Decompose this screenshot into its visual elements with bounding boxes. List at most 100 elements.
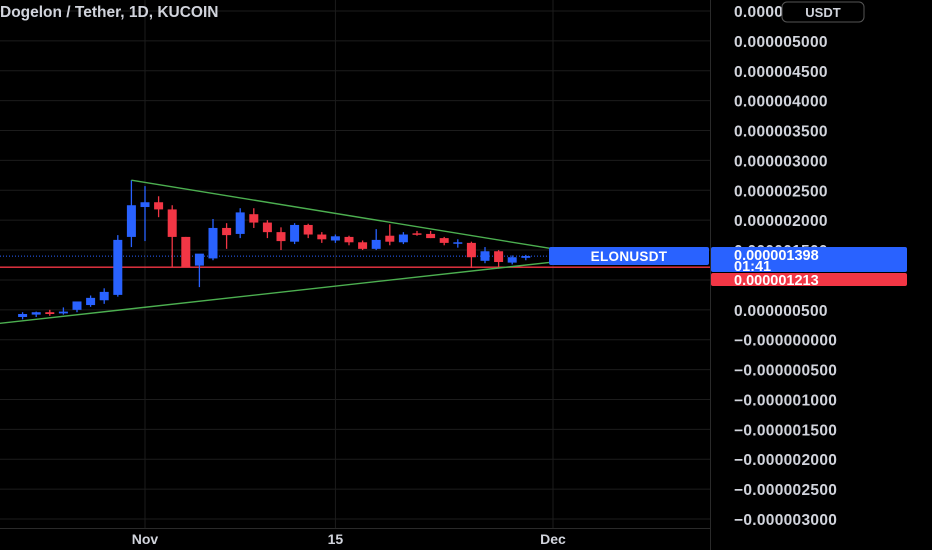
candle[interactable] xyxy=(113,235,123,297)
candle-body xyxy=(507,257,517,263)
candle-body xyxy=(412,233,422,235)
lower-trendline[interactable] xyxy=(0,261,554,328)
candle[interactable] xyxy=(45,309,55,316)
candle[interactable] xyxy=(480,247,490,264)
candle[interactable] xyxy=(330,234,340,243)
y-tick-label: −0.000002000 xyxy=(734,452,837,469)
candle[interactable] xyxy=(521,254,531,261)
candle[interactable] xyxy=(262,220,272,239)
trendlines-layer xyxy=(0,179,554,328)
candle[interactable] xyxy=(208,218,218,261)
x-tick-label: 15 xyxy=(328,531,344,547)
candle[interactable] xyxy=(290,223,300,245)
candle-body xyxy=(317,234,327,240)
candle[interactable] xyxy=(276,227,286,251)
candle-body xyxy=(290,224,300,242)
y-tick-label: −0.000001500 xyxy=(734,422,837,439)
hline-price-badge xyxy=(711,273,907,286)
candle[interactable] xyxy=(412,230,422,236)
y-tick-label: −0.000001000 xyxy=(734,392,837,409)
chart-title: Dogelon / Tether, 1D, KUCOIN xyxy=(0,4,218,21)
y-tick-label: −0.000000000 xyxy=(734,333,837,350)
candle-body xyxy=(126,205,136,237)
candle[interactable] xyxy=(154,196,164,218)
y-tick-label: −0.000000500 xyxy=(734,363,837,380)
candle-body xyxy=(58,311,68,314)
y-tick-label: 0.000002000 xyxy=(734,213,828,230)
y-tick-label: 0.000005000 xyxy=(734,34,828,51)
candle[interactable] xyxy=(126,180,136,248)
candle-body xyxy=(466,242,476,258)
candle[interactable] xyxy=(439,236,449,246)
candle-body xyxy=(276,232,286,242)
candle[interactable] xyxy=(249,208,259,228)
candle-body xyxy=(72,301,82,310)
y-tick-label: −0.000002500 xyxy=(734,482,837,499)
candle-body xyxy=(31,312,41,315)
candle-body xyxy=(249,214,259,223)
x-tick-label: Nov xyxy=(132,531,159,547)
candle-body xyxy=(235,212,245,234)
hline-price-text: 0.000001213 xyxy=(734,273,819,289)
candle[interactable] xyxy=(167,205,177,267)
currency-button[interactable]: USDT xyxy=(781,1,865,23)
candle-body xyxy=(385,235,395,242)
candle-body xyxy=(453,242,463,244)
candle[interactable] xyxy=(317,232,327,243)
candle-body xyxy=(303,224,313,235)
candle[interactable] xyxy=(344,235,354,246)
candle[interactable] xyxy=(140,186,150,242)
candle[interactable] xyxy=(72,301,82,313)
symbol-badge-text: ELONUSDT xyxy=(591,249,668,264)
candle-body xyxy=(371,239,381,249)
candle[interactable] xyxy=(398,232,408,245)
last-price-text: 0.000001398 xyxy=(734,248,819,264)
candles-layer xyxy=(18,180,531,320)
candle[interactable] xyxy=(507,255,517,265)
candle[interactable] xyxy=(358,240,368,251)
candle-body xyxy=(181,236,191,267)
candle[interactable] xyxy=(58,307,68,315)
last-price-badge xyxy=(711,247,907,272)
candle[interactable] xyxy=(453,239,463,248)
candle-body xyxy=(358,242,368,249)
candle[interactable] xyxy=(371,229,381,251)
candle[interactable] xyxy=(86,295,96,307)
candle-body xyxy=(140,202,150,208)
candle-body xyxy=(398,234,408,243)
y-tick-label: 0.000003500 xyxy=(734,124,828,141)
y-tick-label: 0.000000500 xyxy=(734,303,828,320)
candle-body xyxy=(208,227,218,259)
candle[interactable] xyxy=(194,253,204,288)
candle-body xyxy=(86,297,96,306)
candle[interactable] xyxy=(18,312,28,320)
candle-body xyxy=(222,227,232,236)
candle-body xyxy=(99,291,109,301)
candle[interactable] xyxy=(222,223,232,249)
candle[interactable] xyxy=(494,250,504,269)
candle-body xyxy=(494,251,504,263)
candle[interactable] xyxy=(426,230,436,239)
candle[interactable] xyxy=(181,236,191,267)
candle[interactable] xyxy=(466,241,476,268)
candle[interactable] xyxy=(385,224,395,246)
candle[interactable] xyxy=(31,311,41,317)
price-badges: ELONUSDT 0.000001398 01:41 0.000001213 xyxy=(549,247,907,289)
candle[interactable] xyxy=(99,288,109,304)
candle-body xyxy=(330,236,340,241)
candle[interactable] xyxy=(303,223,313,239)
candle-body xyxy=(113,239,123,295)
candle-body xyxy=(344,236,354,243)
y-tick-label: 0.000004500 xyxy=(734,64,828,81)
candle-body xyxy=(480,251,490,261)
candle-body xyxy=(426,233,436,239)
symbol-badge xyxy=(549,247,709,265)
upper-trendline[interactable] xyxy=(131,179,554,250)
y-tick-label: 0.000004000 xyxy=(734,94,828,111)
candle[interactable] xyxy=(235,208,245,239)
candle-body xyxy=(45,312,55,315)
candle-body xyxy=(194,253,204,266)
y-tick-label: −0.000003000 xyxy=(734,512,837,529)
time-axis[interactable]: Nov 15 Dec xyxy=(132,531,566,547)
